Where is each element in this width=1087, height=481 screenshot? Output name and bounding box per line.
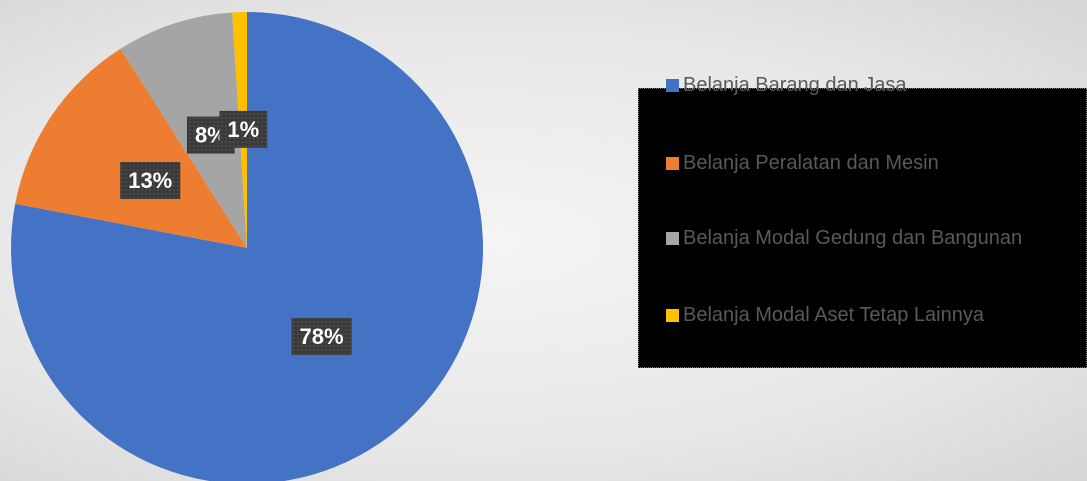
legend: Belanja Barang dan Jasa Belanja Peralatan…: [638, 74, 1087, 368]
data-label-box: [291, 317, 352, 355]
data-label-text: 13%: [128, 168, 172, 193]
legend-swatch: [666, 232, 679, 245]
data-label: 78%: [291, 317, 352, 355]
data-label: 1%: [219, 110, 268, 148]
legend-swatch: [666, 157, 679, 170]
data-label-text: 1%: [227, 117, 259, 142]
legend-entry: Belanja Barang dan Jasa: [666, 71, 1083, 99]
pie-slice: [11, 12, 483, 481]
legend-label: Belanja Barang dan Jasa: [683, 74, 907, 96]
legend-swatch: [666, 309, 679, 322]
data-label-box: [120, 162, 181, 200]
legend-entry: Belanja Modal Gedung dan Bangunan: [666, 224, 1083, 252]
data-label-box: [219, 110, 268, 148]
data-label: 13%: [120, 162, 181, 200]
legend-label: Belanja Peralatan dan Mesin: [683, 152, 939, 174]
pie-slice: [120, 12, 247, 248]
data-label-text: 78%: [300, 324, 344, 349]
legend-label: Belanja Modal Gedung dan Bangunan: [683, 227, 1023, 249]
legend-entry: Belanja Peralatan dan Mesin: [666, 149, 1083, 177]
legend-entry: Belanja Modal Aset Tetap Lainnya: [666, 301, 1083, 329]
legend-swatch: [666, 79, 679, 92]
pie-slice: [15, 48, 248, 248]
legend-label: Belanja Modal Aset Tetap Lainnya: [683, 304, 984, 326]
